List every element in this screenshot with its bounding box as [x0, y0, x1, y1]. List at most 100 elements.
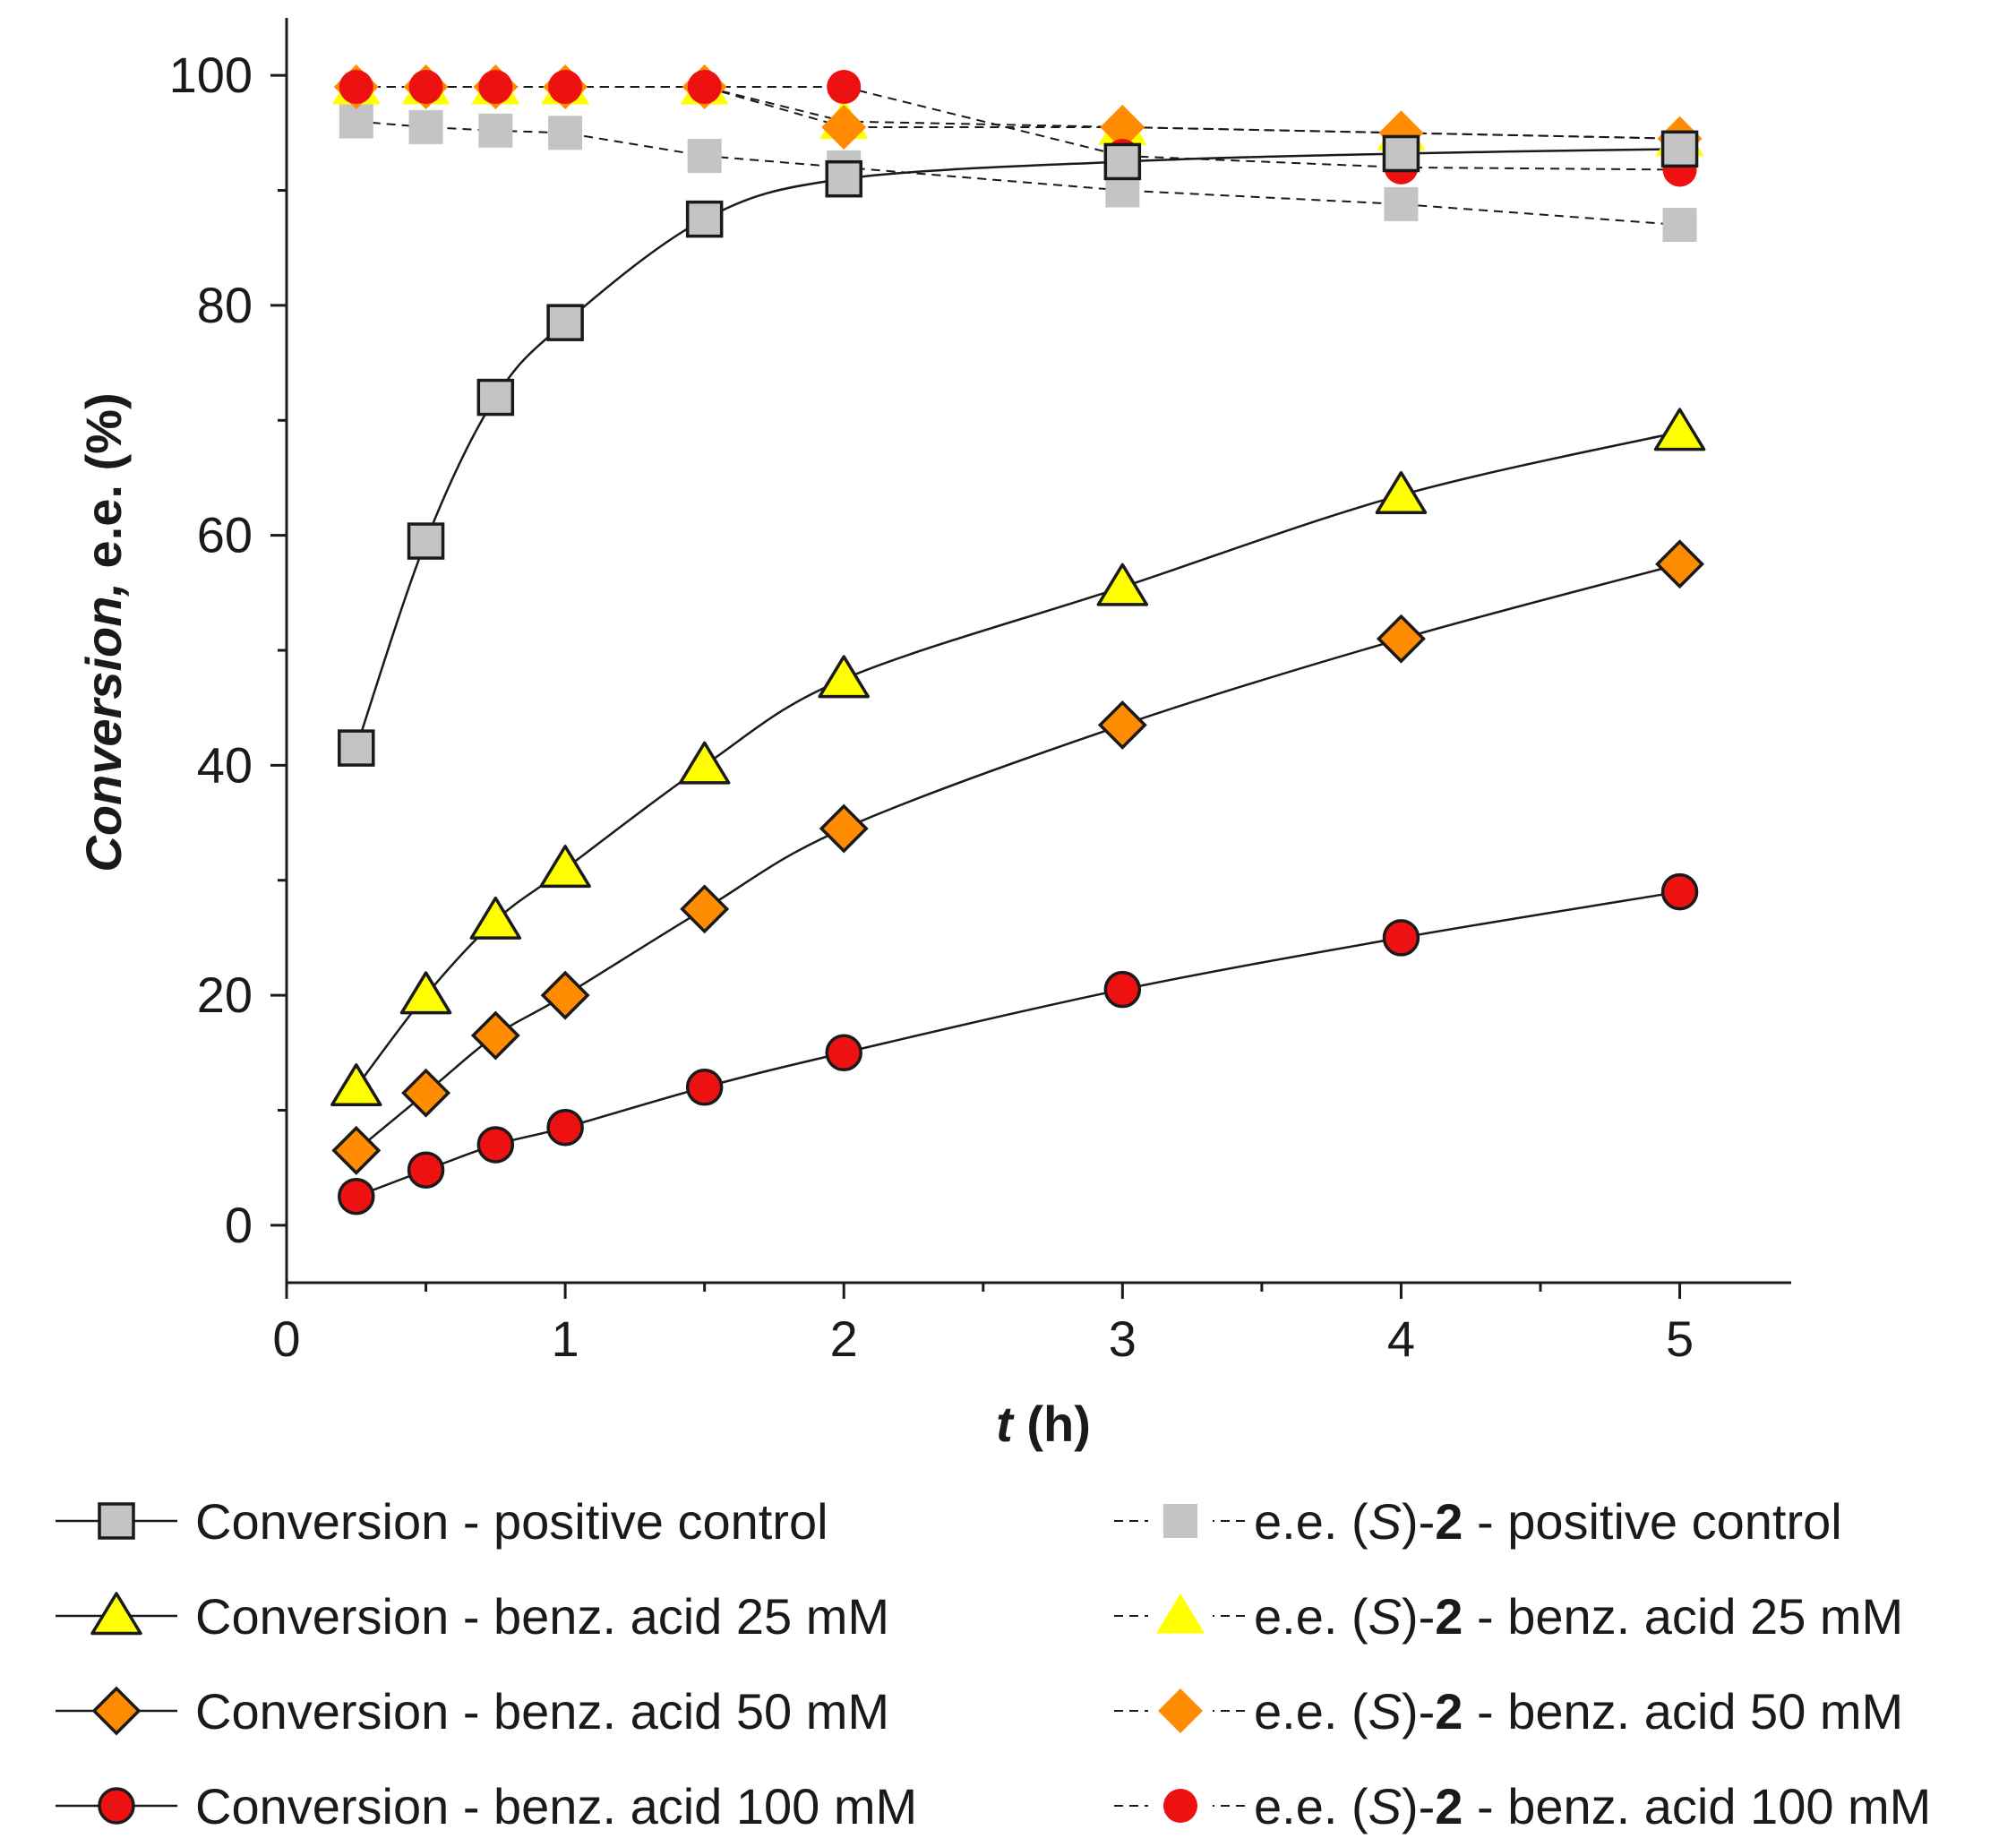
legend-item: e.e. (S)-2 - benz. acid 100 mM	[1114, 1778, 1931, 1834]
legend-marker	[91, 1686, 142, 1736]
x-tick-label: 3	[1109, 1310, 1137, 1367]
conversion-line	[355, 563, 1680, 1152]
legend-label: e.e. (S)-2 - positive control	[1254, 1493, 1842, 1550]
legend-item: Conversion - benz. acid 100 mM	[56, 1778, 917, 1834]
conversion-point	[1375, 470, 1428, 514]
conversion-point	[407, 1151, 445, 1189]
ee-point	[821, 104, 867, 150]
legend-label: e.e. (S)-2 - benz. acid 50 mM	[1254, 1683, 1903, 1740]
conversion-point	[470, 1010, 520, 1061]
conversion-point	[546, 304, 584, 341]
legend-label: Conversion - benz. acid 50 mM	[195, 1683, 889, 1740]
legend-item: Conversion - benz. acid 25 mM	[56, 1588, 889, 1645]
legend-item: e.e. (S)-2 - positive control	[1114, 1493, 1842, 1550]
ee-point	[478, 113, 513, 148]
conversion-point	[407, 522, 445, 560]
conversion-point	[1382, 134, 1420, 173]
legend-marker	[1156, 1594, 1205, 1634]
legend-item: Conversion - positive control	[56, 1493, 828, 1550]
y-tick-label: 100	[169, 47, 253, 103]
legend-label: Conversion - benz. acid 100 mM	[195, 1778, 917, 1834]
conversion-point	[1096, 563, 1149, 606]
conversion-point	[338, 729, 375, 767]
legend-label-part: e.e. (	[1254, 1493, 1368, 1550]
legend-label-part: )-	[1402, 1778, 1435, 1834]
ee-point	[687, 139, 722, 174]
ee-series-lines	[356, 86, 1680, 227]
x-tick-label: 4	[1387, 1310, 1415, 1367]
conversion-point	[539, 845, 591, 889]
legend-label-part: )-	[1402, 1588, 1435, 1645]
legend-label-part: - benz. acid 100 mM	[1463, 1778, 1931, 1834]
legend-label-part: )-	[1402, 1683, 1435, 1740]
x-tick-label: 2	[830, 1310, 858, 1367]
legend-label: e.e. (S)-2 - benz. acid 25 mM	[1254, 1588, 1903, 1645]
y-tick-label: 40	[197, 736, 253, 793]
legend-marker	[1163, 1504, 1197, 1538]
legend-label-part: 2	[1435, 1778, 1463, 1834]
conversion-point	[1376, 614, 1426, 664]
legend-item: Conversion - benz. acid 50 mM	[56, 1683, 889, 1740]
legend-item: e.e. (S)-2 - benz. acid 50 mM	[1114, 1683, 1903, 1740]
legend-marker	[98, 1787, 135, 1825]
conversion-point	[469, 896, 522, 940]
y-tick-label: 60	[197, 507, 253, 563]
conversion-point	[1655, 539, 1705, 589]
conversion-point	[1660, 872, 1699, 911]
legend-marker	[1163, 1789, 1197, 1823]
data-markers	[330, 64, 1706, 1216]
legend-label-part: S	[1368, 1493, 1402, 1550]
legend-label-part: )-	[1402, 1493, 1435, 1550]
y-axis-title-italic: Conversion,	[75, 582, 132, 872]
ee-point	[339, 70, 373, 105]
legend-label-part: - benz. acid 25 mM	[1463, 1588, 1903, 1645]
legend-marker	[90, 1592, 142, 1636]
legend-label-part: - benz. acid 50 mM	[1463, 1683, 1903, 1740]
conversion-point	[685, 200, 724, 238]
legend: Conversion - positive control Conversion …	[56, 1493, 1931, 1834]
conversion-point	[819, 803, 869, 854]
conversion-point	[825, 1034, 862, 1072]
conversion-line	[355, 148, 1680, 749]
legend-marker	[98, 1502, 135, 1540]
conversion-point	[546, 1108, 584, 1147]
y-tick-label: 20	[197, 966, 253, 1023]
conversion-point	[331, 1125, 382, 1175]
y-tick-label: 0	[225, 1197, 253, 1253]
ee-point	[1384, 186, 1419, 221]
ee-point	[548, 116, 583, 150]
legend-label-part: 2	[1435, 1588, 1463, 1645]
legend-label: Conversion - positive control	[195, 1493, 828, 1550]
y-tick-label: 80	[197, 277, 253, 333]
conversion-point	[1653, 408, 1706, 451]
conversion-point	[330, 1063, 382, 1107]
conversion-point	[338, 1177, 375, 1216]
x-tick-label: 5	[1666, 1310, 1694, 1367]
conversion-point	[399, 971, 452, 1015]
ee-point	[1100, 104, 1145, 150]
conversion-line	[356, 890, 1680, 1198]
legend-label-part: - positive control	[1463, 1493, 1841, 1550]
legend-label: e.e. (S)-2 - benz. acid 100 mM	[1254, 1778, 1931, 1834]
conversion-point	[1103, 142, 1142, 181]
conversion-point	[476, 378, 515, 417]
conversion-point	[1097, 700, 1147, 750]
ee-point	[827, 70, 862, 105]
legend-label-part: 2	[1435, 1683, 1463, 1740]
x-axis-title: t (h)	[996, 1396, 1091, 1452]
x-axis-title-var: t	[996, 1396, 1015, 1452]
conversion-point	[685, 1069, 724, 1106]
x-tick-label: 0	[272, 1310, 300, 1367]
x-tick-label: 1	[552, 1310, 579, 1367]
conversion-point	[476, 1126, 515, 1164]
conversion-point	[825, 159, 862, 198]
conversion-point	[678, 741, 731, 785]
x-axis-title-unit: (h)	[1026, 1396, 1091, 1452]
y-axis-title: Conversion, e.e. (%)	[75, 392, 132, 872]
legend-item: e.e. (S)-2 - benz. acid 25 mM	[1114, 1588, 1903, 1645]
ee-line	[356, 86, 1680, 171]
ee-point	[408, 70, 443, 105]
legend-label-part: S	[1368, 1588, 1402, 1645]
legend-label-part: e.e. (	[1254, 1588, 1368, 1645]
conversion-point	[401, 1068, 451, 1118]
